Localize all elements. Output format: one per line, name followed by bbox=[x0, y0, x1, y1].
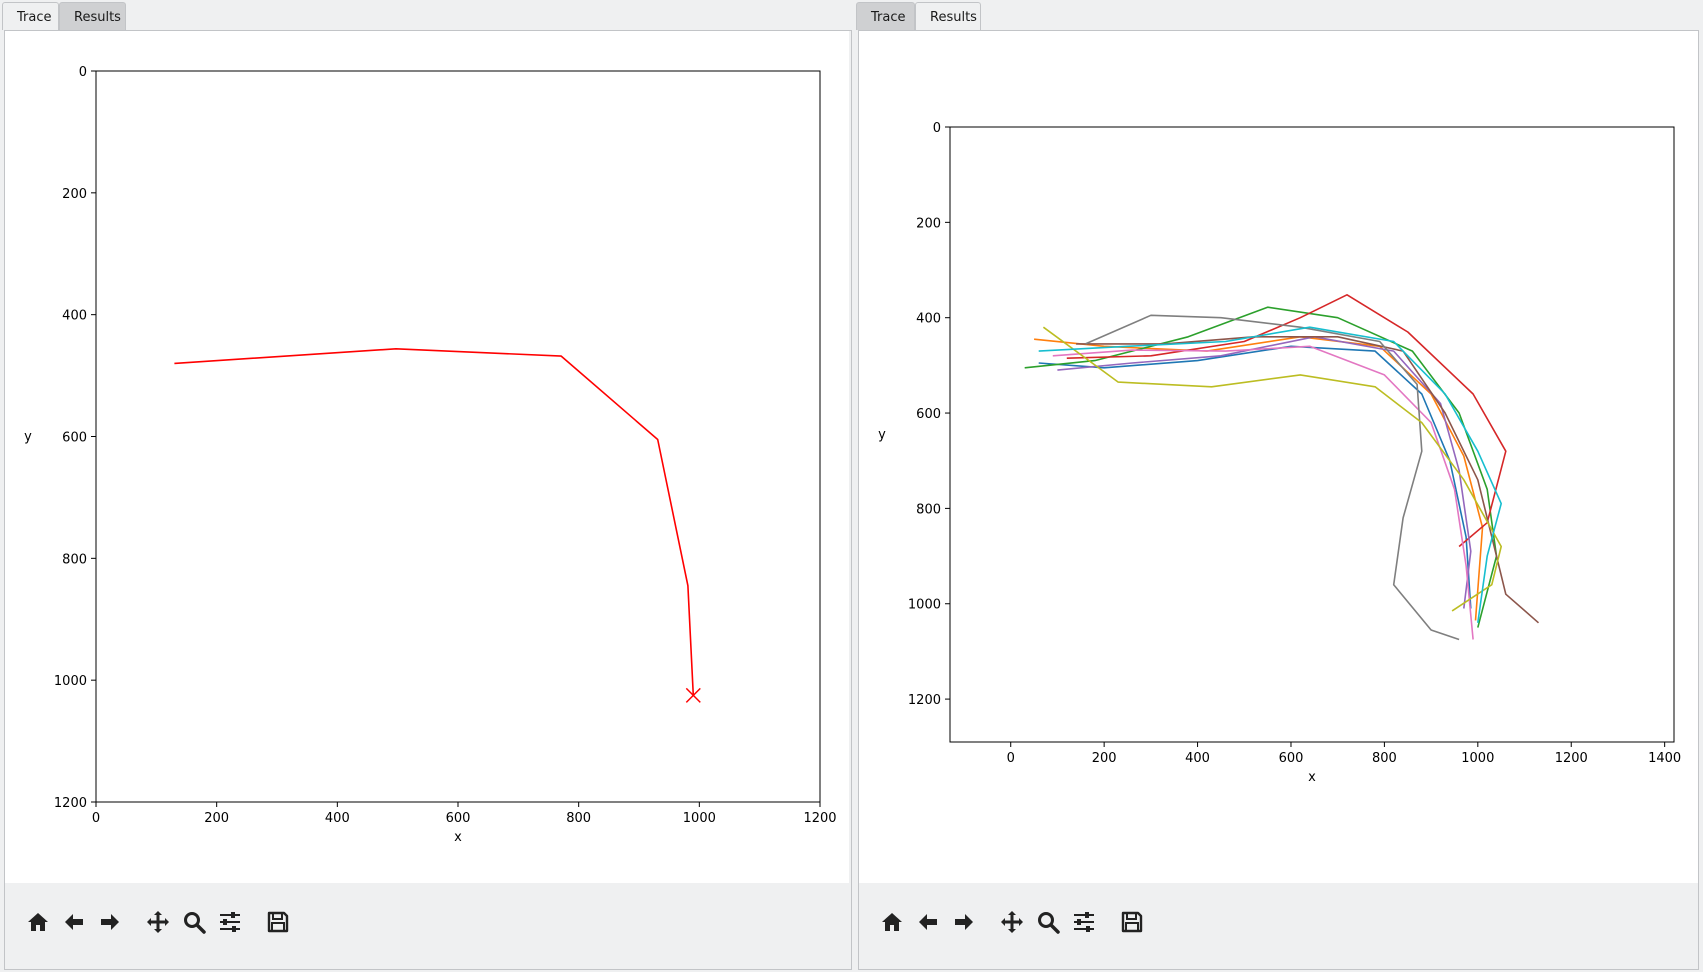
configure-button[interactable] bbox=[215, 907, 245, 937]
save-button[interactable] bbox=[1117, 907, 1147, 937]
y-tick-label: 0 bbox=[79, 65, 87, 80]
axes-frame bbox=[95, 70, 821, 803]
series-line bbox=[1085, 314, 1460, 641]
results-chart[interactable]: 0 200 400 600 800 1000 1200 1400 0 200 400 600 800 10… bbox=[859, 31, 1699, 883]
series-line bbox=[1052, 345, 1474, 640]
forward-icon bbox=[955, 914, 973, 930]
y-tick-label: 1200 bbox=[908, 693, 941, 708]
x-tick-label: 1000 bbox=[1461, 751, 1494, 766]
y-tick-label: 1000 bbox=[908, 598, 941, 613]
figure-window-left: Trace Results 0 200 400 600 800 1000 1200 0 200 4… bbox=[0, 0, 856, 970]
x-tick-label: 600 bbox=[1279, 751, 1304, 766]
x-tick-label: 800 bbox=[566, 811, 591, 826]
y-tick-label: 600 bbox=[916, 407, 941, 422]
end-marker bbox=[685, 687, 701, 703]
plot-canvas[interactable]: 0 200 400 600 800 1000 1200 1400 0 200 400 600 800 10… bbox=[859, 31, 1698, 883]
x-tick-label: 200 bbox=[1092, 751, 1117, 766]
y-tick-label: 0 bbox=[933, 121, 941, 136]
navigation-toolbar bbox=[5, 883, 851, 969]
tab-trace[interactable]: Trace bbox=[2, 2, 59, 30]
x-axis-label: x bbox=[1308, 770, 1316, 785]
tab-results[interactable]: Results bbox=[915, 2, 981, 30]
pan-button[interactable] bbox=[143, 907, 173, 937]
back-icon bbox=[919, 914, 937, 930]
tab-bar: Trace Results bbox=[856, 0, 1703, 31]
y-tick-label: 200 bbox=[62, 187, 87, 202]
pan-button[interactable] bbox=[997, 907, 1027, 937]
x-axis-label: x bbox=[454, 830, 462, 845]
x-tick-label: 1200 bbox=[803, 811, 836, 826]
x-tick-label: 0 bbox=[1007, 751, 1015, 766]
zoom-icon bbox=[1038, 912, 1060, 934]
home-icon bbox=[882, 913, 902, 931]
configure-icon bbox=[220, 912, 240, 932]
y-tick-label: 400 bbox=[916, 312, 941, 327]
plot-canvas[interactable]: 0 200 400 600 800 1000 1200 0 200 400 600 800 1000 12… bbox=[5, 31, 849, 883]
pan-icon bbox=[1001, 911, 1023, 933]
series-line bbox=[1038, 345, 1472, 609]
series-line bbox=[1066, 294, 1507, 548]
forward-button[interactable] bbox=[949, 907, 979, 937]
x-tick-label: 1400 bbox=[1648, 751, 1681, 766]
y-tick-label: 200 bbox=[916, 216, 941, 231]
figure-window-right: Trace Results 0 200 400 600 800 1000 1200 1400 0… bbox=[856, 0, 1703, 972]
save-button[interactable] bbox=[263, 907, 293, 937]
series-line bbox=[1042, 326, 1502, 612]
series-line bbox=[1034, 336, 1484, 621]
y-tick-label: 800 bbox=[916, 502, 941, 517]
x-tick-label: 600 bbox=[446, 811, 471, 826]
series-line bbox=[174, 348, 695, 696]
x-tick-label: 1000 bbox=[683, 811, 716, 826]
figure-frame: 0 200 400 600 800 1000 1200 1400 0 200 400 600 800 10… bbox=[858, 30, 1699, 970]
y-tick-label: 400 bbox=[62, 309, 87, 324]
forward-button[interactable] bbox=[95, 907, 125, 937]
y-tick-label: 1000 bbox=[54, 674, 87, 689]
series-line bbox=[1076, 336, 1540, 624]
configure-button[interactable] bbox=[1069, 907, 1099, 937]
trace-chart[interactable]: 0 200 400 600 800 1000 1200 0 200 400 600 800 1000 12… bbox=[5, 31, 851, 883]
configure-icon bbox=[1074, 912, 1094, 932]
zoom-button[interactable] bbox=[1033, 907, 1063, 937]
series-line bbox=[1024, 306, 1498, 628]
figure-frame: 0 200 400 600 800 1000 1200 0 200 400 600 800 1000 12… bbox=[4, 30, 852, 970]
forward-icon bbox=[101, 914, 119, 930]
y-tick-label: 1200 bbox=[54, 796, 87, 811]
axes-frame bbox=[949, 126, 1675, 743]
x-tick-label: 400 bbox=[1185, 751, 1210, 766]
series-line bbox=[1057, 336, 1472, 609]
tab-trace[interactable]: Trace bbox=[856, 2, 915, 30]
home-icon bbox=[28, 913, 48, 931]
back-icon bbox=[65, 914, 83, 930]
save-icon bbox=[1121, 911, 1143, 933]
zoom-button[interactable] bbox=[179, 907, 209, 937]
pan-icon bbox=[147, 911, 169, 933]
back-button[interactable] bbox=[913, 907, 943, 937]
navigation-toolbar bbox=[859, 883, 1698, 969]
x-tick-label: 0 bbox=[92, 811, 100, 826]
y-axis-label: y bbox=[24, 430, 32, 445]
y-axis-label: y bbox=[878, 428, 886, 443]
home-button[interactable] bbox=[23, 907, 53, 937]
y-tick-label: 600 bbox=[62, 431, 87, 446]
tab-results[interactable]: Results bbox=[59, 2, 126, 30]
series-line bbox=[1038, 326, 1502, 623]
tab-bar: Trace Results bbox=[0, 0, 856, 31]
x-tick-label: 800 bbox=[1372, 751, 1397, 766]
save-icon bbox=[267, 911, 289, 933]
x-tick-label: 1200 bbox=[1555, 751, 1588, 766]
x-tick-label: 200 bbox=[204, 811, 229, 826]
y-tick-label: 800 bbox=[62, 552, 87, 567]
back-button[interactable] bbox=[59, 907, 89, 937]
home-button[interactable] bbox=[877, 907, 907, 937]
x-tick-label: 400 bbox=[325, 811, 350, 826]
zoom-icon bbox=[184, 912, 206, 934]
